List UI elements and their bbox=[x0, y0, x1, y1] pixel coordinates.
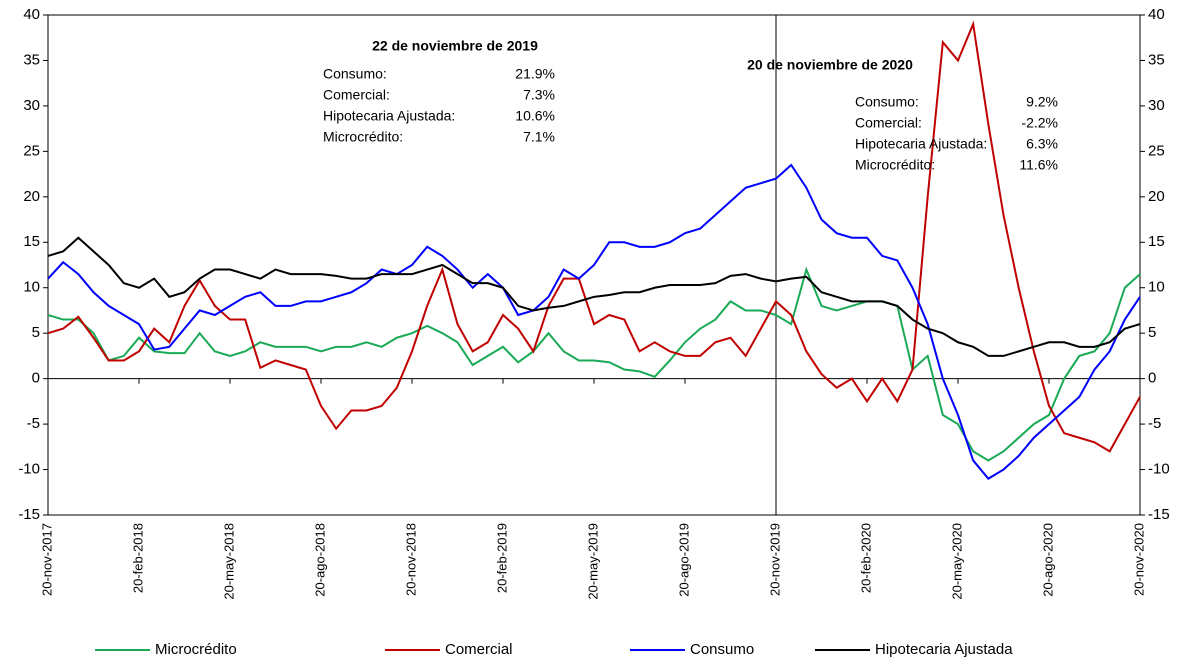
x-tick-label: 20-may-2018 bbox=[221, 523, 236, 600]
y2-tick-label: 30 bbox=[1148, 97, 1165, 114]
annotation-label: Hipotecaria Ajustada: bbox=[855, 136, 987, 152]
annotation-value: 10.6% bbox=[515, 108, 555, 124]
plot-frame bbox=[47, 14, 1141, 516]
x-tick-label: 20-feb-2018 bbox=[130, 523, 145, 593]
legend-label: Consumo bbox=[690, 641, 754, 658]
series-line bbox=[47, 236, 1141, 357]
annotation-value: 6.3% bbox=[1026, 136, 1058, 152]
legend-label: Microcrédito bbox=[155, 641, 237, 658]
x-tick-label: 20-may-2020 bbox=[949, 523, 964, 600]
y-tick-label: 35 bbox=[23, 51, 40, 68]
x-tick-label: 20-nov-2017 bbox=[39, 523, 54, 596]
x-tick-label: 20-may-2019 bbox=[585, 523, 600, 600]
annotation-label: Comercial: bbox=[855, 115, 922, 131]
y-tick-label: 10 bbox=[23, 279, 40, 296]
annotation-value: 7.1% bbox=[523, 129, 555, 145]
legend-label: Comercial bbox=[445, 641, 513, 658]
y2-tick-label: 25 bbox=[1148, 142, 1165, 159]
y-tick-label: -5 bbox=[27, 415, 40, 432]
annotation-title: 20 de noviembre de 2020 bbox=[747, 57, 913, 73]
y-tick-label: 15 bbox=[23, 233, 40, 250]
annotation-label: Consumo: bbox=[323, 66, 387, 82]
annotation-value: 7.3% bbox=[523, 87, 555, 103]
annotation-value: -2.2% bbox=[1021, 115, 1058, 131]
annotation-title: 22 de noviembre de 2019 bbox=[372, 38, 538, 54]
y2-tick-label: 0 bbox=[1148, 370, 1156, 387]
y-tick-label: -10 bbox=[18, 461, 40, 478]
y-tick-label: 25 bbox=[23, 142, 40, 159]
y-tick-label: 20 bbox=[23, 188, 40, 205]
series-line bbox=[47, 163, 1141, 480]
annotation-label: Comercial: bbox=[323, 87, 390, 103]
y-tick-label: 5 bbox=[32, 324, 40, 341]
annotation-value: 21.9% bbox=[515, 66, 555, 82]
y2-tick-label: -10 bbox=[1148, 461, 1170, 478]
x-tick-label: 20-nov-2019 bbox=[767, 523, 782, 596]
y2-tick-label: 15 bbox=[1148, 233, 1165, 250]
y2-tick-label: 5 bbox=[1148, 324, 1156, 341]
y-tick-label: 30 bbox=[23, 97, 40, 114]
annotation-value: 9.2% bbox=[1026, 94, 1058, 110]
y-tick-label: 40 bbox=[23, 6, 40, 23]
x-tick-label: 20-feb-2019 bbox=[494, 523, 509, 593]
annotation-value: 11.6% bbox=[1019, 157, 1058, 173]
x-tick-label: 20-ago-2018 bbox=[312, 523, 327, 597]
x-tick-label: 20-ago-2020 bbox=[1040, 523, 1055, 597]
y2-tick-label: 10 bbox=[1148, 279, 1165, 296]
y2-tick-label: 35 bbox=[1148, 51, 1165, 68]
legend-label: Hipotecaria Ajustada bbox=[875, 641, 1013, 658]
annotation-label: Hipotecaria Ajustada: bbox=[323, 108, 455, 124]
y2-tick-label: -5 bbox=[1148, 415, 1161, 432]
annotation-label: Consumo: bbox=[855, 94, 919, 110]
x-tick-label: 20-ago-2019 bbox=[676, 523, 691, 597]
y-tick-label: 0 bbox=[32, 370, 40, 387]
annotation-label: Microcrédito: bbox=[855, 157, 935, 173]
y2-tick-label: -15 bbox=[1148, 506, 1170, 523]
annotation-label: Microcrédito: bbox=[323, 129, 403, 145]
series-line bbox=[47, 20, 1141, 453]
series-line bbox=[47, 266, 1141, 462]
y2-tick-label: 40 bbox=[1148, 6, 1165, 23]
x-tick-label: 20-feb-2020 bbox=[858, 523, 873, 593]
x-tick-label: 20-nov-2018 bbox=[403, 523, 418, 596]
y-tick-label: -15 bbox=[18, 506, 40, 523]
x-tick-label: 20-nov-2020 bbox=[1131, 523, 1146, 596]
y2-tick-label: 20 bbox=[1148, 188, 1165, 205]
